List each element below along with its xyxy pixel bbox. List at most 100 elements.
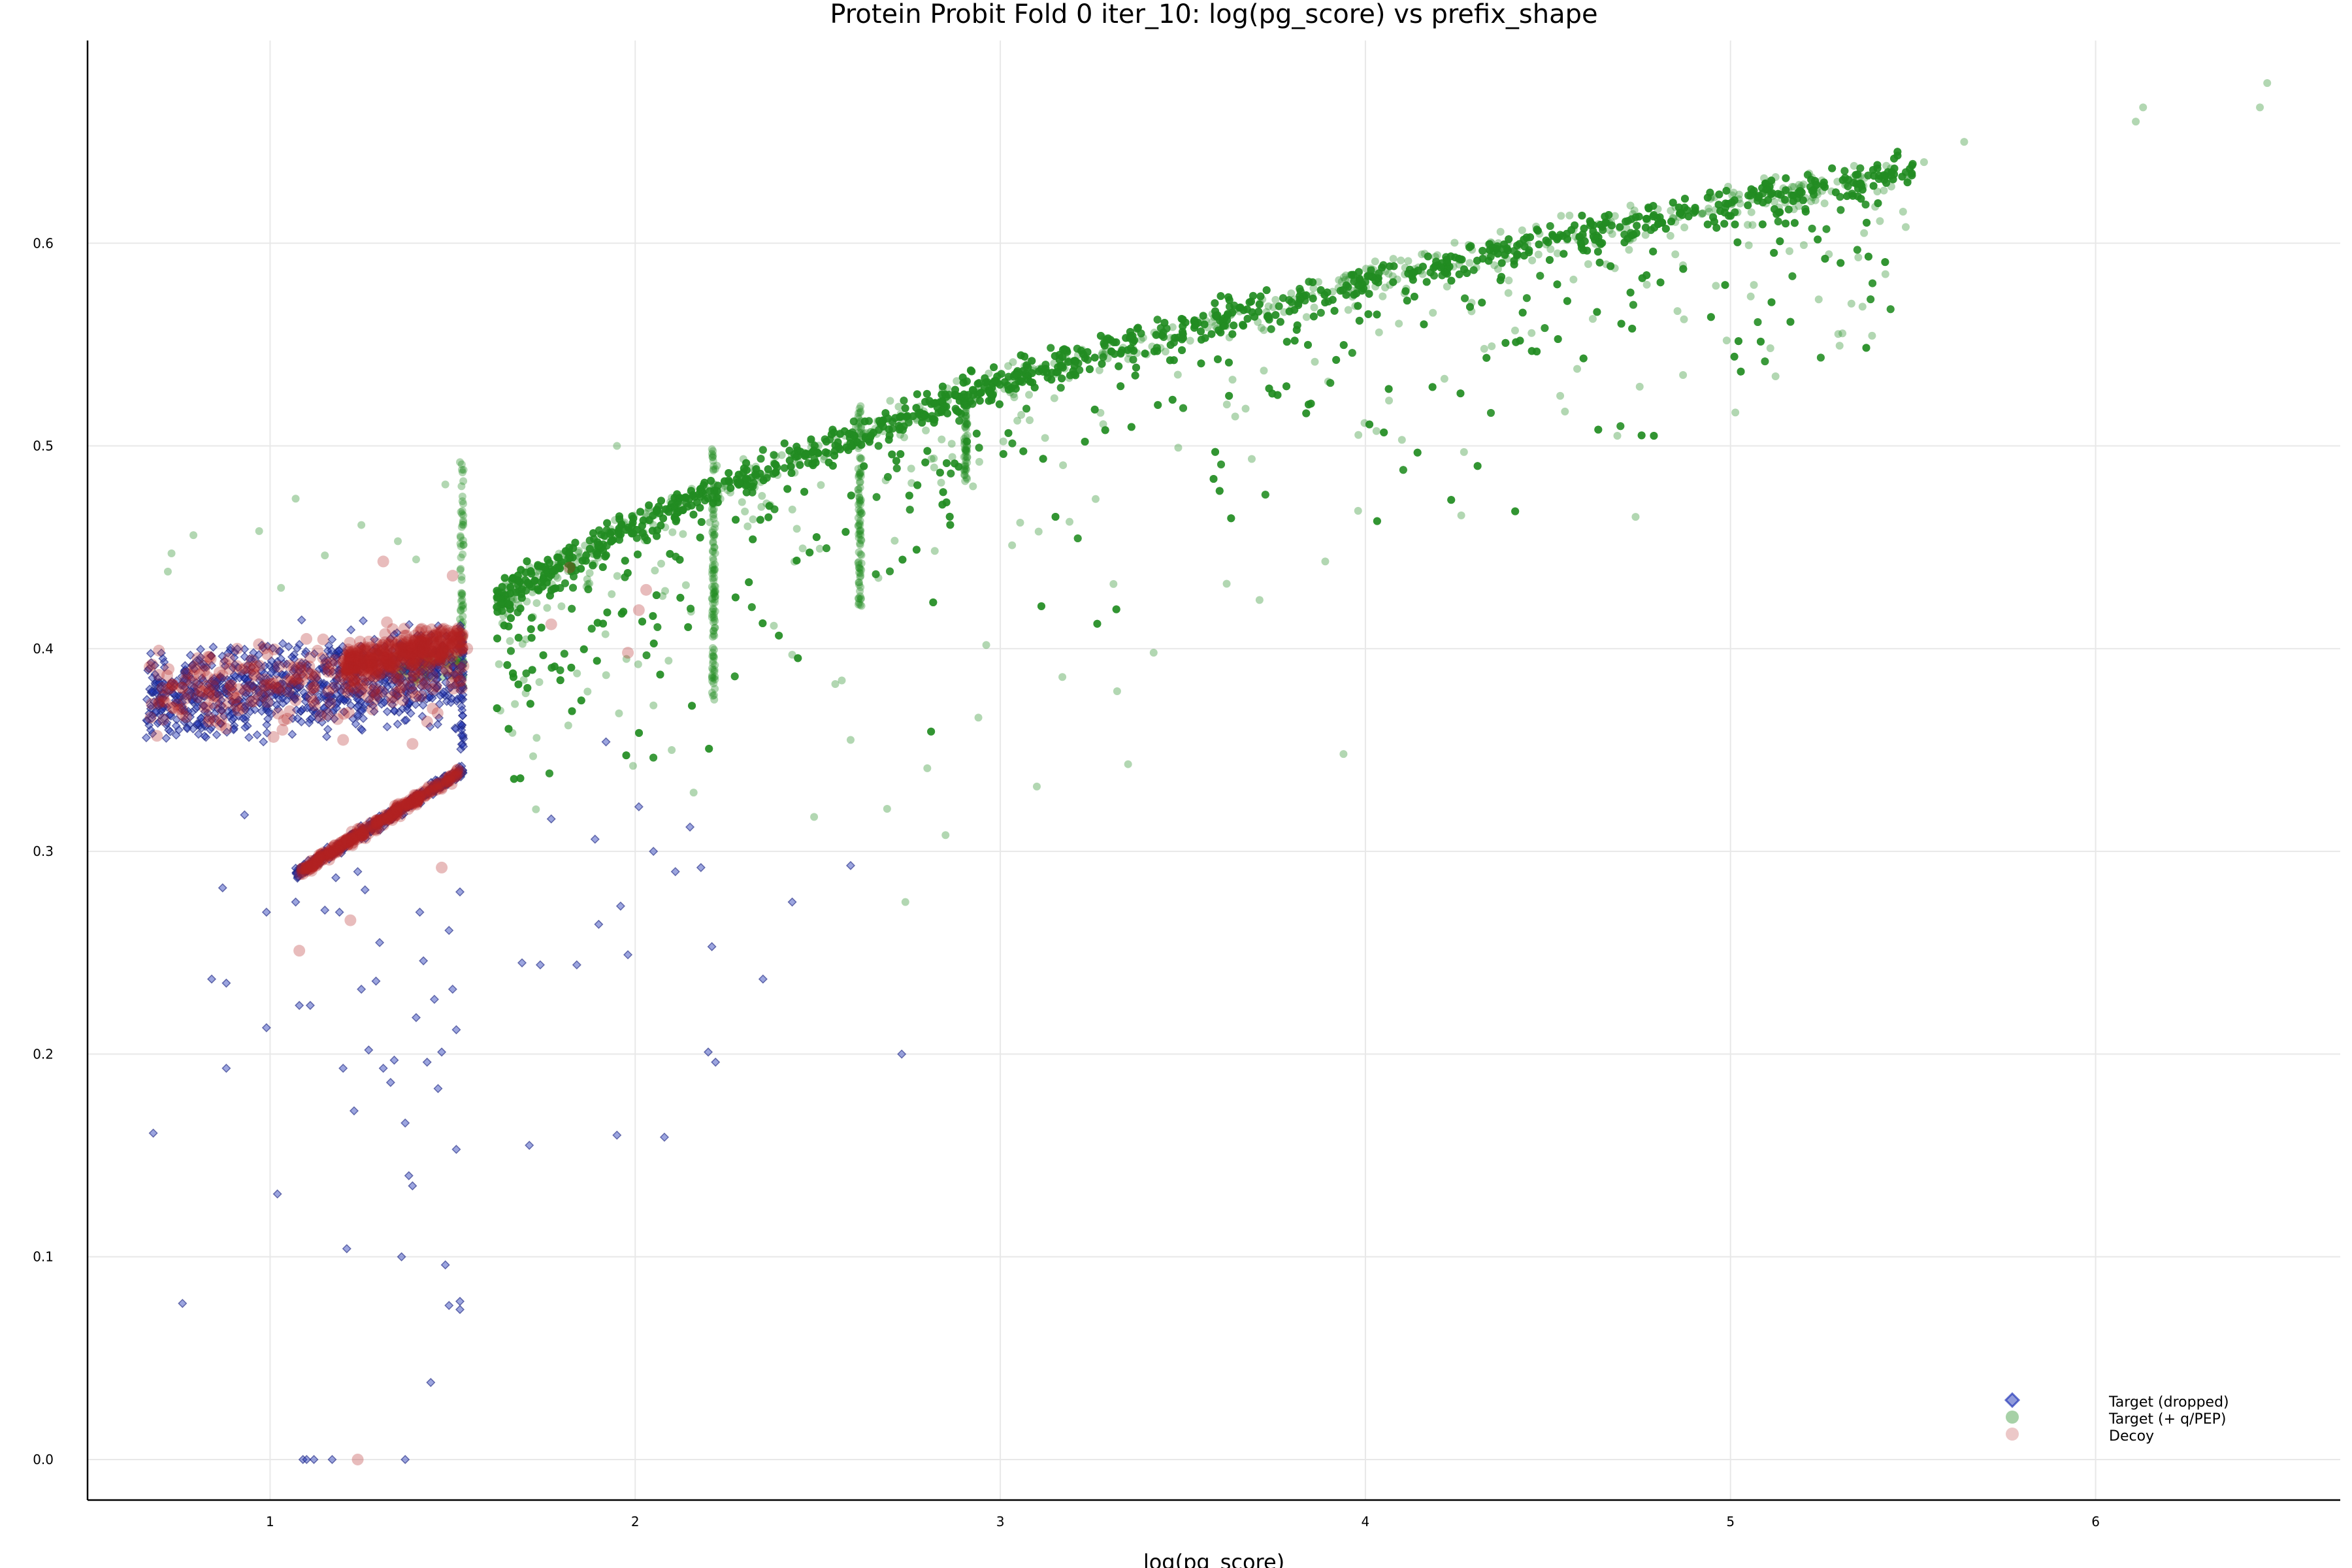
target-qpep-point [1210, 313, 1218, 321]
target-qpep-point [742, 466, 751, 474]
target-qpep-point [1903, 171, 1911, 179]
target-qpep-point [1730, 196, 1739, 204]
target-qpep-point [809, 461, 817, 470]
target-qpep-point [1796, 184, 1805, 193]
target-qpep-point [710, 487, 719, 495]
target-qpep-point [1068, 370, 1077, 379]
target-qpep-point [514, 601, 523, 610]
target-qpep-point [751, 466, 759, 475]
target-qpep-point [1201, 316, 1210, 325]
target-qpep-point [1688, 206, 1697, 215]
target-qpep-point [1337, 278, 1346, 286]
target-qpep-point [1811, 196, 1820, 204]
target-qpep-point [1310, 303, 1318, 312]
target-qpep-point [1186, 336, 1194, 345]
target-qpep-point [1871, 203, 1880, 211]
target-qpep-point [1028, 367, 1037, 375]
target-qpep-point [894, 402, 903, 411]
target-qpep-point [887, 417, 895, 425]
target-qpep-point [509, 581, 517, 589]
target-qpep-point [1553, 249, 1561, 257]
target-qpep-point [1290, 306, 1299, 314]
target-qpep-point [1733, 208, 1742, 217]
target-qpep-point [1850, 173, 1858, 182]
target-qpep-point [980, 383, 988, 391]
target-qpep-point [665, 504, 674, 513]
target-qpep-point [1211, 321, 1219, 330]
target-qpep-point [459, 477, 468, 485]
target-qpep-point [815, 442, 823, 450]
target-qpep-point [1513, 250, 1522, 259]
target-qpep-point [1838, 329, 1847, 338]
target-qpep-point [641, 509, 649, 517]
target-qpep-point [1449, 263, 1458, 271]
target-qpep-point [611, 515, 619, 524]
target-qpep-point [1372, 427, 1380, 435]
target-qpep-point [457, 542, 465, 551]
target-qpep-point [508, 597, 516, 606]
target-qpep-point [988, 379, 997, 387]
target-qpep-point [585, 569, 594, 578]
target-qpep-point [1169, 356, 1178, 365]
target-qpep-point [1062, 355, 1071, 363]
target-qpep-point [1065, 374, 1073, 382]
target-qpep-point [1458, 255, 1466, 264]
target-qpep-point [1117, 346, 1126, 354]
target-qpep-point [1226, 311, 1235, 319]
target-qpep-point [1400, 289, 1409, 298]
target-qpep-point [1264, 314, 1273, 322]
target-qpep-point [1377, 267, 1386, 275]
target-qpep-point [1728, 191, 1737, 200]
target-qpep-point [943, 397, 952, 405]
target-qpep-point [1381, 284, 1390, 292]
target-qpep-point [1235, 304, 1244, 312]
target-qpep-point [859, 429, 868, 438]
target-qpep-point [518, 581, 527, 589]
target-qpep-point [531, 572, 540, 580]
target-qpep-point [723, 486, 732, 495]
target-qpep-point [1317, 288, 1326, 297]
target-qpep-point [882, 413, 890, 421]
target-qpep-point [619, 519, 628, 528]
target-qpep-point [1678, 261, 1687, 270]
target-qpep-point [995, 400, 1004, 408]
target-qpep-point [1100, 350, 1109, 359]
target-qpep-point [955, 397, 964, 405]
target-qpep-point [1078, 346, 1086, 354]
target-qpep-point [1556, 391, 1565, 400]
target-qpep-point [1124, 349, 1133, 357]
target-qpep-point [798, 449, 806, 457]
target-qpep-point [749, 515, 757, 523]
target-qpep-point [1161, 348, 1169, 356]
target-qpep-point [542, 563, 550, 572]
target-qpep-point [1375, 328, 1383, 336]
target-qpep-point [557, 557, 565, 566]
target-qpep-point [1260, 326, 1268, 335]
target-qpep-point [1480, 344, 1488, 353]
target-qpep-point [452, 656, 461, 664]
target-qpep-point [895, 425, 904, 434]
target-qpep-point [519, 583, 527, 591]
target-qpep-point [790, 557, 798, 566]
target-qpep-point [1235, 307, 1244, 316]
target-qpep-point [1465, 259, 1474, 267]
target-qpep-point [808, 439, 817, 448]
target-qpep-point [1109, 580, 1118, 588]
target-qpep-point [458, 507, 466, 515]
target-qpep-point [1903, 178, 1912, 187]
target-qpep-point [987, 384, 996, 392]
target-qpep-point [659, 592, 667, 600]
target-qpep-point [458, 521, 466, 529]
target-qpep-point [559, 562, 567, 570]
target-qpep-point [1051, 512, 1060, 521]
target-qpep-point [1347, 270, 1355, 279]
target-qpep-point [890, 536, 899, 545]
target-qpep-point [1040, 365, 1049, 374]
target-qpep-point [815, 544, 824, 553]
target-qpep-point [720, 479, 728, 487]
target-qpep-point [1008, 541, 1017, 549]
target-qpep-point [1351, 302, 1360, 310]
target-qpep-point [1368, 273, 1377, 282]
target-qpep-point [522, 635, 531, 644]
target-qpep-point [745, 464, 754, 472]
